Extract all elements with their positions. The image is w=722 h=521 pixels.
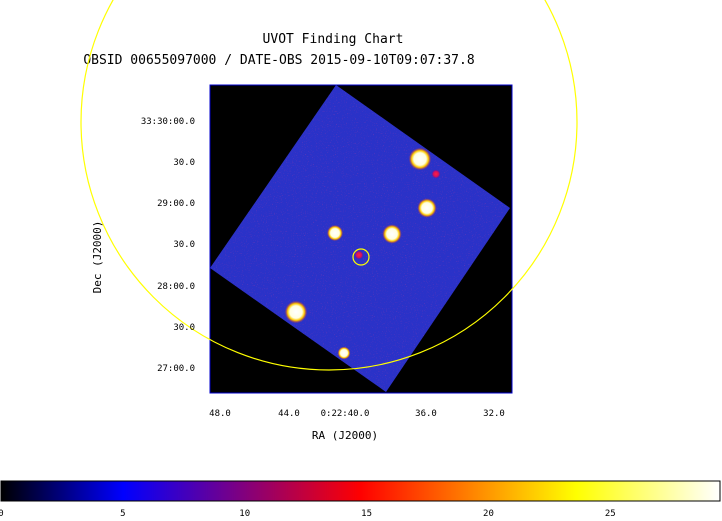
x-tick-label: 48.0 (209, 409, 231, 419)
point-source (327, 225, 343, 241)
exposure-noise (210, 85, 510, 392)
y-tick-label: 30.0 (173, 240, 195, 250)
x-tick-label: 0:22:40.0 (321, 409, 370, 419)
colorbar-tick-label: 10 (239, 509, 250, 519)
target-circle (352, 248, 370, 266)
y-tick-label: 28:00.0 (157, 282, 195, 292)
image-frame (209, 84, 513, 394)
x-tick-labels: 48.0 44.0 0:22:40.0 36.0 32.0 (209, 409, 505, 419)
colorbar-tick-label: 20 (483, 509, 494, 519)
point-source (337, 346, 351, 360)
y-tick-label: 33:30:00.0 (141, 117, 195, 127)
colorbar-tick-label: 5 (120, 509, 125, 519)
error-circle (80, 0, 578, 371)
x-tick-label: 32.0 (483, 409, 505, 419)
chart-subtitle: OBSID 00655097000 / DATE-OBS 2015-09-10T… (83, 53, 474, 68)
image-panel (209, 84, 513, 394)
y-axis-label: Dec (J2000) (91, 221, 104, 294)
colorbar-tick-label: 15 (361, 509, 372, 519)
point-source (431, 169, 441, 179)
point-source (382, 224, 402, 244)
x-tick-label: 44.0 (278, 409, 300, 419)
colorbar-tick-label: 25 (605, 509, 616, 519)
chart-title: UVOT Finding Chart (263, 32, 404, 47)
colorbar-tick-label: 0 (0, 509, 4, 519)
colorbar: 0 5 10 15 20 25 (0, 480, 721, 519)
y-tick-label: 29:00.0 (157, 199, 195, 209)
colorbar-gradient (0, 480, 721, 502)
y-tick-label: 27:00.0 (157, 364, 195, 374)
point-source (417, 198, 437, 218)
point-source (284, 300, 308, 324)
point-source (408, 147, 432, 171)
x-axis-label: RA (J2000) (312, 429, 378, 442)
target-source (354, 250, 364, 260)
x-tick-label: 36.0 (415, 409, 437, 419)
y-tick-labels: 33:30:00.0 30.0 29:00.0 30.0 28:00.0 30.0 27:0… (141, 117, 195, 374)
y-tick-label: 30.0 (173, 323, 195, 333)
y-tick-label: 30.0 (173, 158, 195, 168)
